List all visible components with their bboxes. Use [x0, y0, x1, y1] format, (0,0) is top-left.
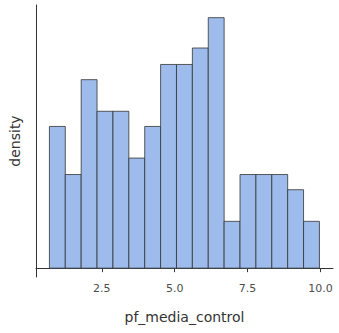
svg-text:density: density [7, 115, 23, 166]
svg-text:10.0: 10.0 [308, 282, 333, 295]
svg-text:pf_media_control: pf_media_control [125, 309, 245, 325]
svg-text:5.0: 5.0 [166, 282, 184, 295]
svg-text:2.5: 2.5 [93, 282, 111, 295]
svg-text:7.5: 7.5 [239, 282, 257, 295]
